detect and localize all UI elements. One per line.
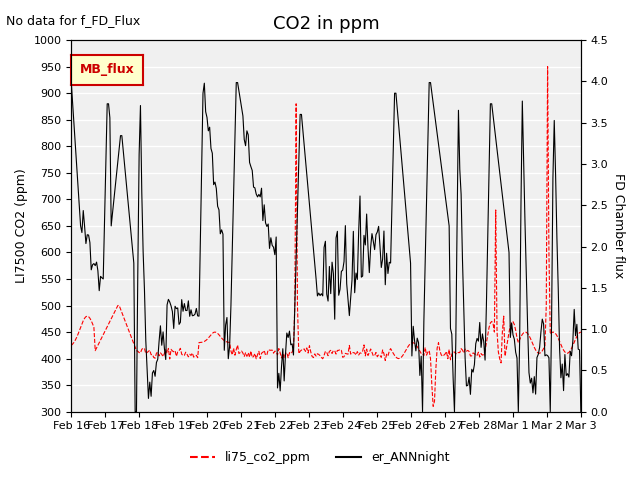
Legend: li75_co2_ppm, er_ANNnight: li75_co2_ppm, er_ANNnight (186, 446, 454, 469)
Y-axis label: LI7500 CO2 (ppm): LI7500 CO2 (ppm) (15, 168, 28, 283)
Title: CO2 in ppm: CO2 in ppm (273, 15, 380, 33)
Y-axis label: FD Chamber flux: FD Chamber flux (612, 173, 625, 278)
Text: No data for f_FD_Flux: No data for f_FD_Flux (6, 14, 141, 27)
